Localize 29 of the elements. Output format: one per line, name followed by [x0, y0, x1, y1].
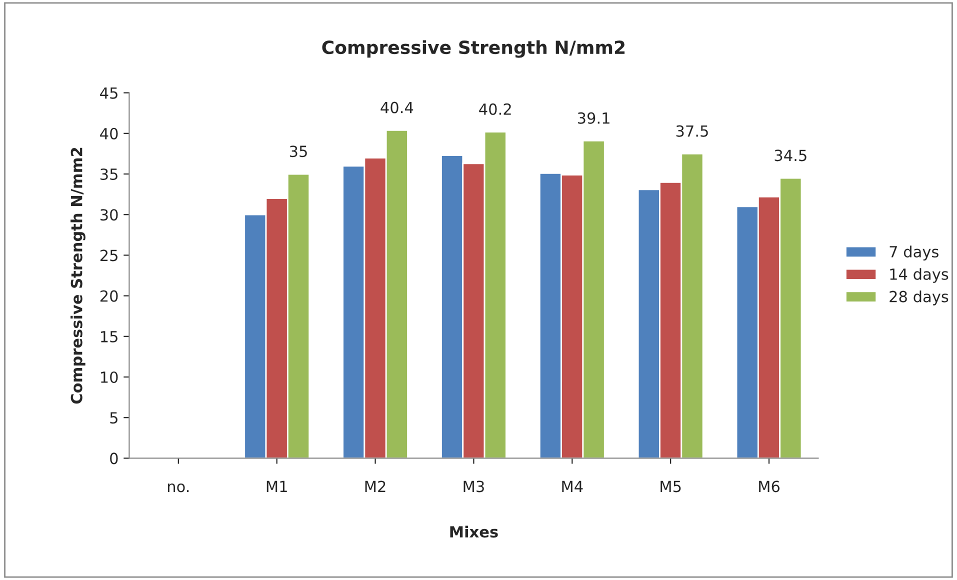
y-tick-label: 0	[110, 452, 118, 464]
x-axis-title: Mixes	[450, 526, 498, 538]
y-tick-label: 40	[100, 128, 118, 140]
x-tick-label: M5	[660, 480, 681, 492]
data-label: 35	[290, 146, 307, 158]
legend-label: 28 days	[890, 290, 948, 306]
data-label: 37.5	[676, 125, 708, 137]
y-tick-label: 15	[101, 331, 118, 342]
y-tick-label: 35	[100, 168, 118, 180]
chart-title: Compressive Strength N/mm2	[322, 40, 625, 58]
y-tick-label: 20	[100, 290, 118, 302]
data-label: 40.4	[380, 102, 414, 114]
x-tick-label: M2	[365, 480, 386, 492]
data-label: 39.1	[578, 112, 610, 124]
legend-label: 7 days	[890, 246, 938, 260]
x-tick-label: M1	[266, 480, 287, 492]
x-tick-label: M6	[759, 480, 780, 492]
y-tick-label: 5	[110, 412, 118, 424]
y-tick-label: 10	[101, 371, 118, 384]
x-tick-label: M3	[464, 480, 484, 492]
x-tick-label: no.	[168, 483, 189, 492]
x-tick-label: M4	[562, 480, 583, 492]
y-axis-title: Compressive Strength N/mm2	[70, 148, 86, 404]
y-tick-label: 45	[100, 87, 118, 99]
legend-label: 14 days	[890, 268, 948, 283]
data-label: 40.2	[479, 103, 511, 115]
y-tick-label: 25	[100, 250, 118, 262]
data-label: 34.5	[774, 150, 806, 162]
y-tick-label: 30	[100, 209, 118, 221]
